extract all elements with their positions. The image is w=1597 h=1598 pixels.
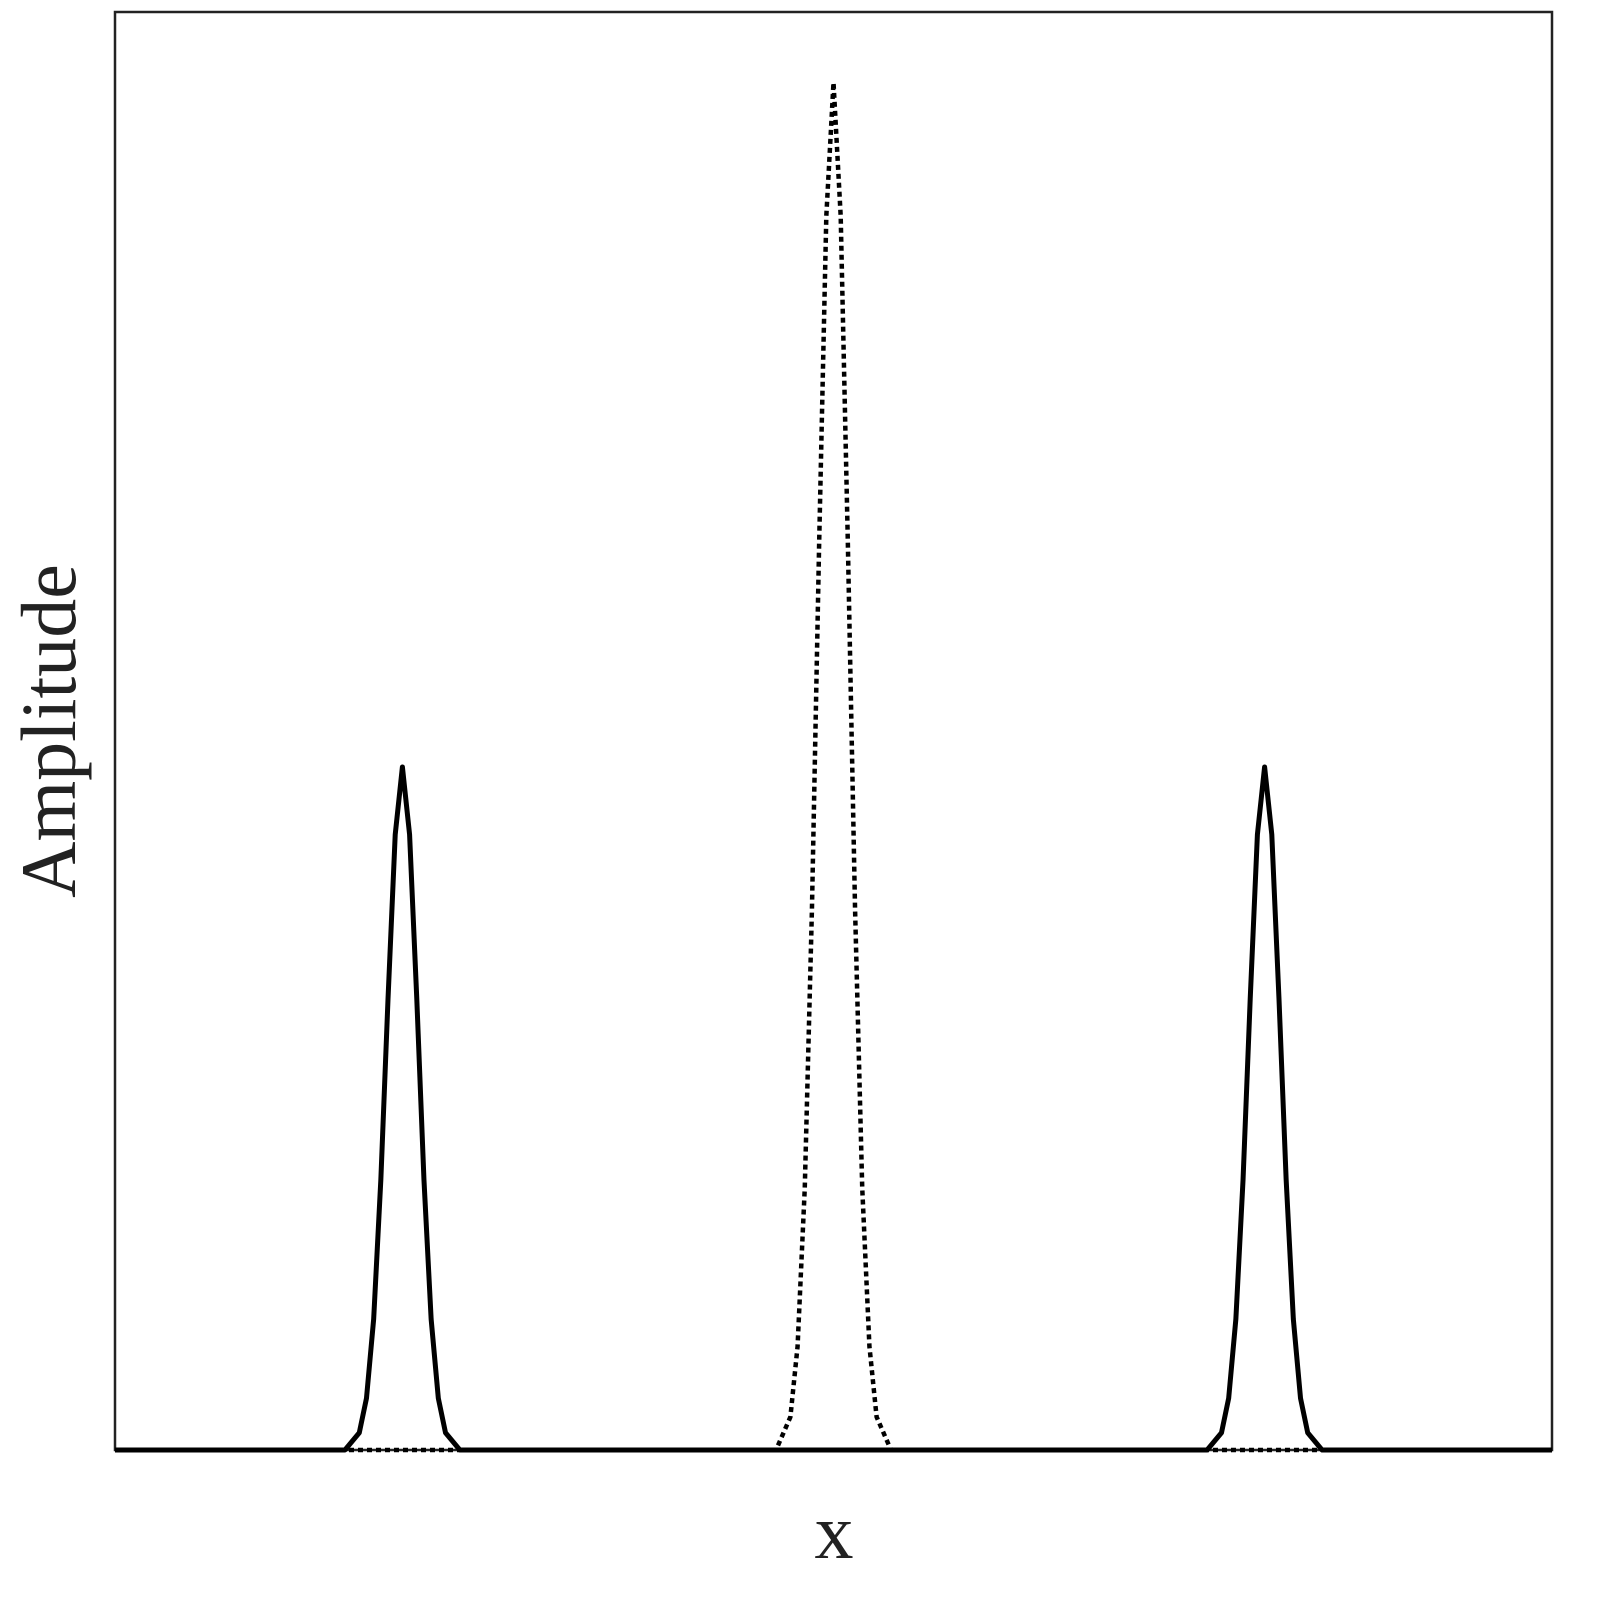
x-axis-label: x — [815, 1488, 854, 1575]
y-axis-label: Amplitude — [5, 564, 92, 898]
series-line — [115, 80, 1552, 1453]
series-line — [115, 764, 1552, 1453]
plot-frame — [113, 10, 1554, 1452]
